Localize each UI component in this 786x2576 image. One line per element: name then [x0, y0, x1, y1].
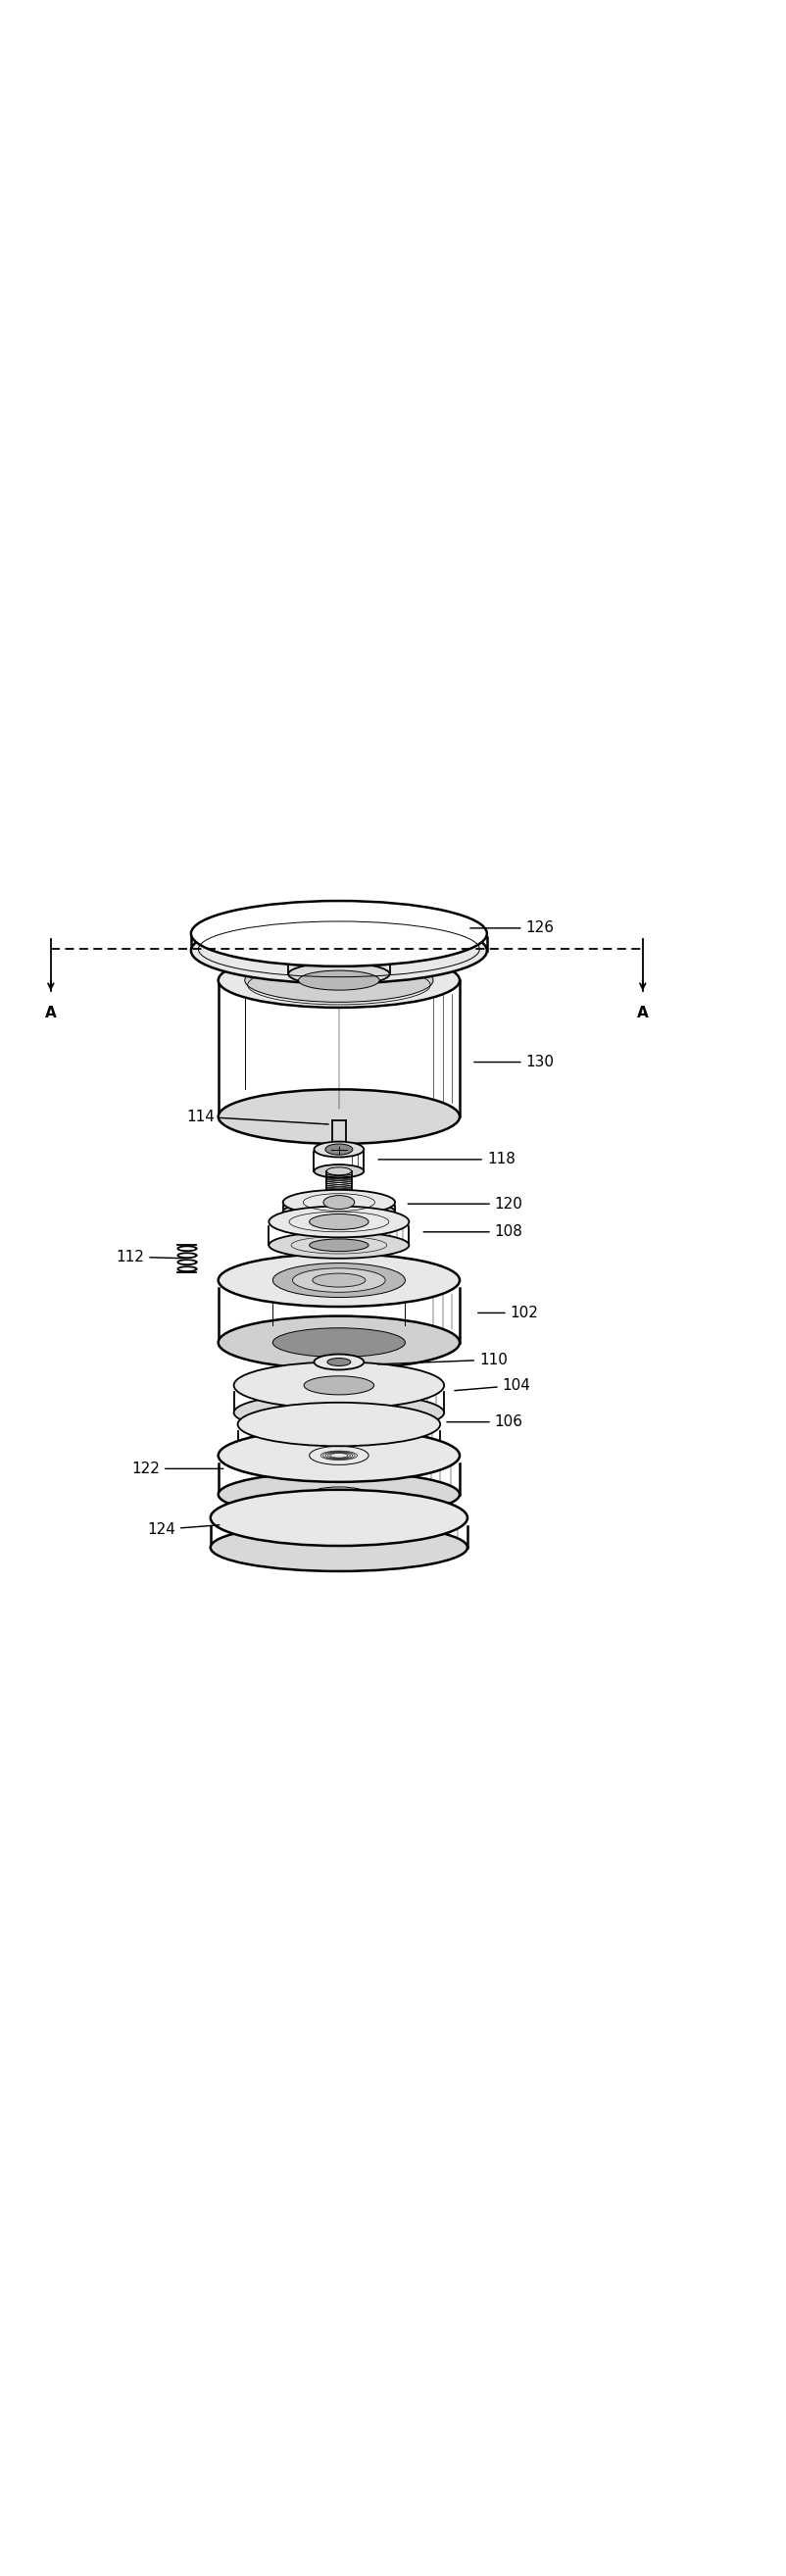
Ellipse shape	[237, 1401, 439, 1445]
Ellipse shape	[326, 1193, 351, 1200]
Ellipse shape	[323, 1208, 354, 1216]
Ellipse shape	[273, 1262, 405, 1298]
Ellipse shape	[218, 1471, 459, 1517]
Ellipse shape	[309, 1213, 368, 1229]
Text: 108: 108	[423, 1224, 523, 1239]
Ellipse shape	[218, 1255, 459, 1306]
Ellipse shape	[312, 1273, 365, 1288]
Ellipse shape	[218, 1090, 459, 1144]
Ellipse shape	[288, 963, 389, 984]
Ellipse shape	[218, 1430, 459, 1481]
Ellipse shape	[309, 1239, 368, 1252]
Ellipse shape	[282, 1200, 395, 1221]
Ellipse shape	[314, 1141, 363, 1157]
Text: 114: 114	[185, 1110, 328, 1123]
Ellipse shape	[269, 1231, 409, 1260]
Ellipse shape	[273, 1329, 405, 1358]
Text: 102: 102	[477, 1306, 538, 1321]
Ellipse shape	[237, 1427, 439, 1466]
Ellipse shape	[233, 1394, 443, 1432]
Text: 120: 120	[407, 1195, 523, 1211]
Text: 104: 104	[454, 1378, 531, 1394]
Ellipse shape	[269, 1206, 409, 1236]
Text: 124: 124	[147, 1522, 219, 1538]
Ellipse shape	[327, 1358, 351, 1365]
Text: 110: 110	[377, 1352, 507, 1368]
Ellipse shape	[326, 1167, 351, 1175]
Ellipse shape	[233, 1363, 443, 1409]
Ellipse shape	[292, 1267, 385, 1293]
Ellipse shape	[210, 1522, 467, 1571]
Text: 126: 126	[469, 920, 553, 935]
Ellipse shape	[303, 1376, 373, 1394]
Ellipse shape	[288, 938, 389, 966]
Ellipse shape	[303, 1404, 373, 1419]
Ellipse shape	[314, 1164, 363, 1177]
Text: 118: 118	[378, 1151, 515, 1167]
Ellipse shape	[298, 971, 379, 989]
Ellipse shape	[314, 1355, 363, 1370]
Ellipse shape	[323, 1195, 354, 1208]
Ellipse shape	[282, 1190, 395, 1216]
Text: 106: 106	[446, 1414, 523, 1430]
Text: 112: 112	[116, 1249, 184, 1265]
Ellipse shape	[244, 958, 432, 1002]
Ellipse shape	[314, 1373, 363, 1386]
Ellipse shape	[218, 1316, 459, 1368]
Text: 130: 130	[473, 1054, 553, 1069]
Text: A: A	[636, 1005, 648, 1020]
Ellipse shape	[218, 953, 459, 1007]
Text: A: A	[45, 1005, 57, 1020]
Text: 122: 122	[131, 1461, 223, 1476]
Ellipse shape	[325, 1144, 352, 1154]
Ellipse shape	[191, 917, 487, 984]
Ellipse shape	[191, 902, 487, 966]
Ellipse shape	[210, 1489, 467, 1546]
